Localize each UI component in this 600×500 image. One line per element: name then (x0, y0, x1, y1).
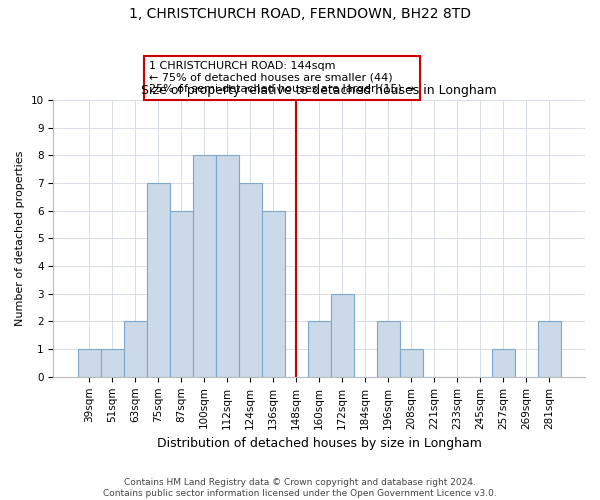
Bar (308, 322, 331, 377)
Text: 1, CHRISTCHURCH ROAD, FERNDOWN, BH22 8TD: 1, CHRISTCHURCH ROAD, FERNDOWN, BH22 8TD (129, 8, 471, 22)
Bar (193, 156, 215, 377)
Bar (215, 156, 239, 377)
Bar (77, 349, 101, 377)
X-axis label: Distribution of detached houses by size in Longham: Distribution of detached houses by size … (157, 437, 482, 450)
Bar (377, 322, 400, 377)
Bar (492, 349, 515, 377)
Text: 1 CHRISTCHURCH ROAD: 144sqm
← 75% of detached houses are smaller (44)
25% of sem: 1 CHRISTCHURCH ROAD: 144sqm ← 75% of det… (149, 61, 415, 94)
Bar (400, 349, 423, 377)
Bar (170, 210, 193, 377)
Title: Size of property relative to detached houses in Longham: Size of property relative to detached ho… (142, 84, 497, 98)
Bar (239, 183, 262, 377)
Bar (101, 349, 124, 377)
Bar (331, 294, 354, 377)
Bar (124, 322, 146, 377)
Bar (262, 210, 284, 377)
Bar (538, 322, 561, 377)
Bar (146, 183, 170, 377)
Text: Contains HM Land Registry data © Crown copyright and database right 2024.
Contai: Contains HM Land Registry data © Crown c… (103, 478, 497, 498)
Y-axis label: Number of detached properties: Number of detached properties (15, 150, 25, 326)
